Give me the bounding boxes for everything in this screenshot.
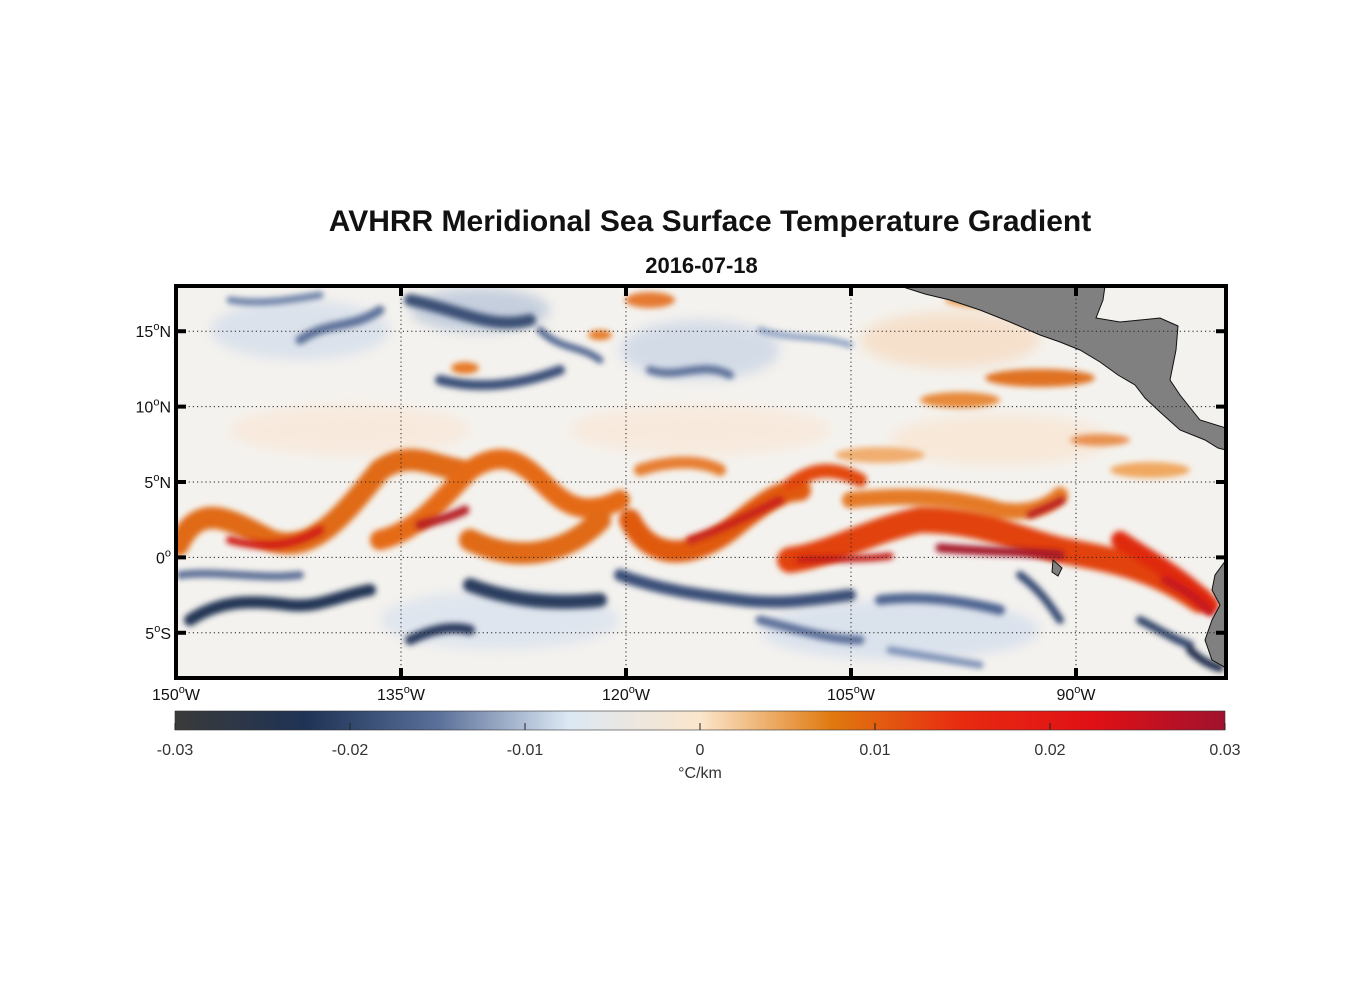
colorbar-tick-label: -0.01 bbox=[507, 742, 544, 759]
land-south-america bbox=[1204, 559, 1226, 669]
map-date: 2016-07-18 bbox=[645, 253, 758, 278]
lon-tick-label: 105oW bbox=[827, 684, 876, 704]
lon-tick-label: 150oW bbox=[152, 684, 201, 704]
latitude-labels: 15oN 10oN 5oN 0o 5oS bbox=[136, 321, 171, 643]
lat-tick-label: 0o bbox=[156, 547, 171, 567]
lat-tick-label: 10oN bbox=[136, 397, 171, 417]
lat-tick-label: 15oN bbox=[136, 321, 171, 341]
land-central-america bbox=[899, 286, 1226, 451]
gradient-field bbox=[176, 286, 1226, 678]
longitude-labels: 150oW 135oW 120oW 105oW 90oW bbox=[152, 684, 1096, 704]
land-galapagos bbox=[1051, 558, 1063, 577]
lon-tick-label: 90oW bbox=[1056, 684, 1096, 704]
lon-tick-label: 120oW bbox=[602, 684, 651, 704]
colorbar-unit-label: °C/km bbox=[678, 765, 722, 782]
colorbar-tick-label: 0.01 bbox=[859, 742, 890, 759]
colorbar-tick-label: -0.02 bbox=[332, 742, 369, 759]
colorbar-tick-label: 0 bbox=[696, 742, 705, 759]
lat-tick-label: 5oS bbox=[145, 623, 171, 643]
colorbar-tick-label: 0.02 bbox=[1034, 742, 1065, 759]
map-title: AVHRR Meridional Sea Surface Temperature… bbox=[328, 205, 1092, 238]
colorbar-tick-label: 0.03 bbox=[1209, 742, 1240, 759]
gridlines bbox=[176, 286, 1226, 678]
colorbar-tick-label: -0.03 bbox=[157, 742, 194, 759]
lat-tick-label: 5oN bbox=[144, 472, 171, 492]
lon-tick-label: 135oW bbox=[377, 684, 426, 704]
colorbar-ticks: -0.03 -0.02 -0.01 0 0.01 0.02 0.03 bbox=[157, 723, 1241, 759]
